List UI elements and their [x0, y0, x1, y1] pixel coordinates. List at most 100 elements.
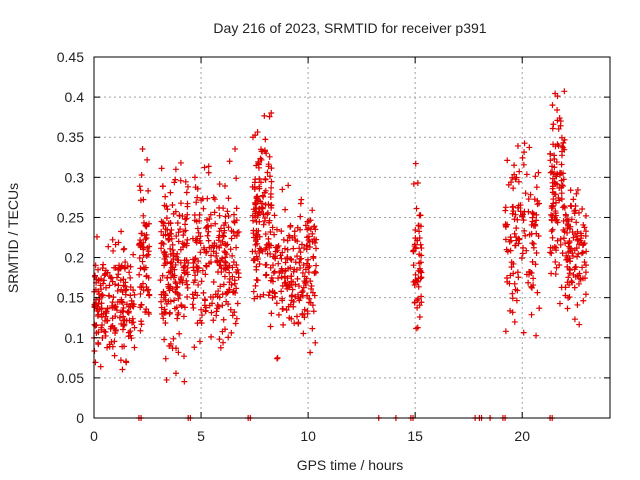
- data-point: [138, 301, 145, 308]
- data-point: [566, 237, 573, 244]
- data-point: [130, 251, 137, 258]
- data-point: [231, 309, 238, 316]
- data-point: [174, 283, 181, 290]
- data-point: [581, 259, 588, 266]
- data-point: [536, 305, 543, 312]
- data-point: [272, 255, 279, 262]
- data-point: [266, 219, 273, 226]
- data-point: [115, 239, 122, 246]
- data-point: [548, 250, 555, 257]
- data-point: [96, 296, 103, 303]
- data-point: [293, 313, 300, 320]
- data-point: [110, 247, 117, 254]
- data-point: [143, 306, 150, 313]
- data-point: [195, 258, 202, 265]
- data-point: [144, 287, 151, 294]
- data-point: [502, 236, 509, 243]
- data-point: [533, 184, 540, 191]
- data-point: [115, 266, 122, 273]
- data-point: [510, 185, 517, 192]
- data-point: [112, 329, 119, 336]
- data-point: [558, 190, 565, 197]
- data-point: [91, 273, 98, 280]
- data-point: [555, 194, 562, 201]
- x-tick-label: 20: [514, 428, 530, 444]
- data-point: [267, 191, 274, 198]
- data-point: [138, 172, 145, 179]
- data-point: [198, 306, 205, 313]
- data-point: [532, 221, 539, 228]
- data-point: [582, 262, 589, 269]
- data-point: [177, 177, 184, 184]
- data-point: [141, 266, 148, 273]
- data-point: [169, 202, 176, 208]
- data-point: [216, 262, 223, 269]
- data-point: [583, 248, 590, 255]
- data-point: [231, 211, 238, 218]
- data-point: [144, 156, 151, 163]
- data-point: [162, 260, 169, 267]
- data-point: [165, 220, 172, 227]
- data-point: [143, 273, 150, 280]
- data-point: [228, 329, 235, 336]
- data-point: [179, 279, 186, 286]
- data-point: [255, 158, 262, 165]
- data-point: [111, 352, 118, 359]
- data-point: [560, 139, 567, 146]
- data-point: [173, 233, 180, 240]
- data-point: [283, 283, 290, 290]
- data-point: [163, 300, 170, 307]
- data-point: [526, 144, 533, 151]
- data-point: [412, 279, 419, 286]
- data-point: [519, 244, 526, 251]
- data-point: [297, 200, 304, 207]
- x-tick-label: 10: [300, 428, 316, 444]
- data-point: [269, 278, 276, 285]
- data-point: [123, 317, 130, 324]
- data-point: [130, 303, 137, 310]
- data-point: [303, 260, 310, 267]
- data-point: [138, 321, 145, 328]
- data-point: [119, 366, 126, 373]
- data-point: [273, 300, 280, 307]
- data-point: [233, 217, 240, 224]
- data-point: [527, 191, 534, 198]
- data-point: [110, 294, 117, 301]
- data-point: [549, 102, 556, 109]
- data-point: [181, 270, 188, 277]
- data-point: [574, 253, 581, 260]
- data-point: [139, 258, 146, 265]
- data-point: [140, 196, 147, 203]
- data-point: [547, 169, 554, 176]
- data-point: [175, 257, 182, 264]
- data-point: [159, 272, 166, 279]
- data-point: [291, 232, 298, 239]
- data-point: [175, 238, 182, 245]
- data-point: [160, 315, 167, 322]
- data-point: [267, 250, 274, 257]
- data-point: [120, 246, 127, 253]
- data-point: [178, 303, 185, 310]
- data-point: [233, 205, 240, 212]
- data-point: [566, 294, 573, 301]
- data-point: [259, 205, 266, 212]
- data-point: [416, 212, 423, 219]
- data-point: [219, 232, 226, 239]
- data-point: [120, 282, 127, 289]
- data-point: [137, 327, 144, 334]
- data-point: [528, 283, 535, 290]
- data-point: [183, 215, 190, 222]
- data-point: [526, 231, 533, 238]
- data-point: [556, 262, 563, 269]
- data-point: [418, 245, 425, 252]
- y-tick-label: 0.05: [57, 370, 84, 386]
- data-point: [215, 288, 222, 295]
- data-point: [268, 178, 275, 185]
- data-point: [120, 304, 127, 311]
- data-point: [520, 161, 527, 168]
- data-point: [226, 158, 233, 165]
- data-point: [206, 260, 213, 267]
- data-point: [564, 305, 571, 312]
- data-point: [193, 235, 200, 242]
- data-point: [169, 246, 176, 253]
